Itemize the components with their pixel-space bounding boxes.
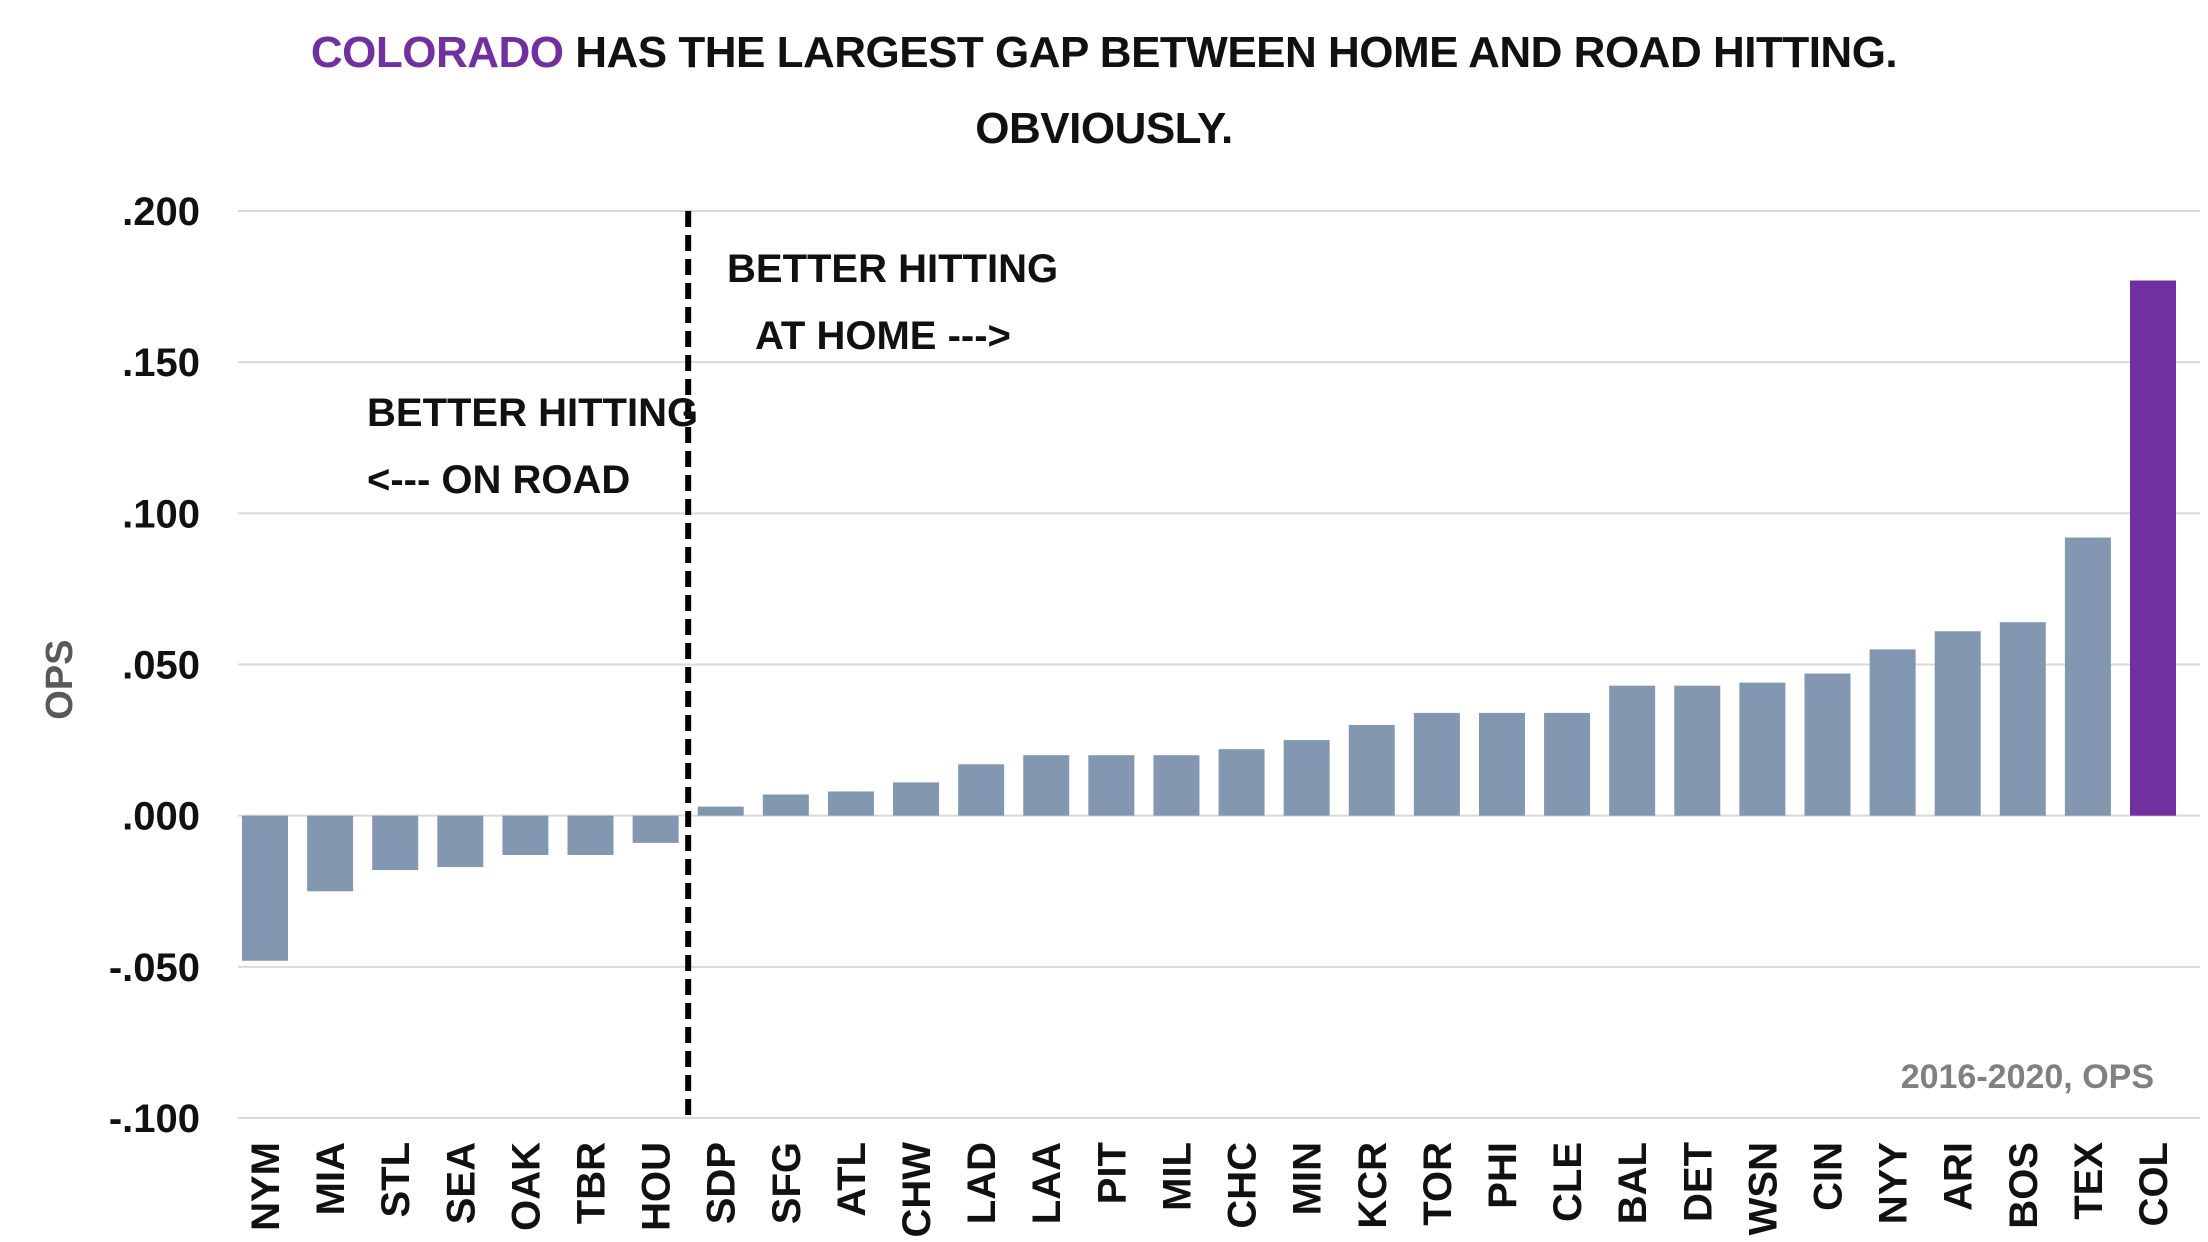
x-tick-label: CIN: [1806, 1142, 1850, 1211]
annotation-road-line-1: BETTER HITTING: [367, 391, 698, 435]
bar-tex: [2064, 537, 2111, 816]
bar-stl: [372, 815, 419, 871]
chart-title-line-1: COLORADO HAS THE LARGEST GAP BETWEEN HOM…: [0, 28, 2208, 78]
bar-tor: [1413, 712, 1460, 816]
bar-laa: [1023, 755, 1070, 816]
y-tick-labels: -.100 -.050 .000 .050 .100 .150 .200: [109, 190, 200, 1141]
y-tick-label: .200: [122, 190, 200, 234]
chart-title-rest: HAS THE LARGEST GAP BETWEEN HOME AND ROA…: [563, 28, 1898, 77]
bar-nyy: [1869, 649, 1916, 816]
x-tick-label: MIN: [1286, 1142, 1330, 1215]
bar-mia: [307, 815, 354, 892]
bar-phi: [1478, 712, 1525, 816]
x-tick-label: BOS: [2002, 1142, 2046, 1229]
bar-nym: [242, 815, 288, 961]
x-tick-label: CHW: [895, 1142, 939, 1238]
x-tick-label: MIL: [1155, 1142, 1199, 1211]
x-tick-label: PIT: [1090, 1142, 1134, 1204]
x-tick-label: SFG: [765, 1142, 809, 1224]
x-tick-label: LAA: [1025, 1142, 1069, 1224]
bar-kcr: [1348, 724, 1395, 816]
bars: [242, 280, 2176, 961]
bar-ari: [1934, 631, 1981, 816]
bar-mil: [1153, 755, 1200, 816]
source-note: 2016-2020, OPS: [1901, 1058, 2154, 1096]
bar-chw: [893, 782, 940, 816]
bar-chc: [1218, 749, 1265, 816]
x-tick-label: SDP: [700, 1142, 744, 1224]
y-axis-title: OPS: [39, 639, 81, 719]
x-tick-label: ATL: [830, 1142, 874, 1217]
x-tick-label: CHC: [1221, 1142, 1265, 1229]
y-tick-label: .150: [122, 341, 200, 385]
x-tick-label: TOR: [1416, 1142, 1460, 1226]
bar-cle: [1544, 712, 1591, 816]
x-tick-label: COL: [2132, 1142, 2176, 1226]
x-tick-label: WSN: [1741, 1142, 1785, 1235]
annotation-home-line-2: AT HOME --->: [755, 314, 1011, 358]
x-tick-label: DET: [1676, 1142, 1720, 1222]
x-tick-label: KCR: [1351, 1142, 1395, 1229]
bar-min: [1283, 740, 1330, 816]
x-tick-label: MIA: [309, 1142, 353, 1215]
y-tick-label: .100: [122, 492, 200, 536]
bar-det: [1674, 685, 1721, 816]
bar-sdp: [697, 806, 744, 816]
bar-tbr: [567, 815, 614, 855]
bar-col: [2130, 280, 2176, 816]
x-tick-label: NYM: [244, 1142, 288, 1231]
bar-cin: [1804, 673, 1851, 816]
x-tick-labels: NYM MIA STL SEA OAK TBR HOU SDP SFG ATL CHW LAD LAA P…: [244, 1142, 2176, 1238]
x-tick-label: SEA: [439, 1142, 483, 1224]
bar-hou: [632, 815, 679, 843]
bar-bal: [1609, 685, 1656, 816]
bar-oak: [502, 815, 549, 855]
x-tick-label: ARI: [1937, 1142, 1981, 1211]
x-tick-label: HOU: [635, 1142, 679, 1231]
x-tick-label: CLE: [1546, 1142, 1590, 1222]
x-tick-label: LAD: [960, 1142, 1004, 1224]
x-tick-label: STL: [374, 1142, 418, 1218]
bar-bos: [1999, 622, 2046, 816]
x-tick-label: TBR: [570, 1142, 614, 1224]
y-tick-label: .050: [122, 644, 200, 688]
chart-title-line-2: OBVIOUSLY.: [975, 104, 1233, 153]
bar-sfg: [762, 794, 809, 816]
y-tick-label: .000: [122, 795, 200, 839]
annotation-home-line-1: BETTER HITTING: [727, 247, 1058, 291]
annotation-road-line-2: <--- ON ROAD: [367, 458, 630, 502]
x-tick-label: BAL: [1611, 1142, 1655, 1224]
chart-title-highlight: COLORADO: [310, 28, 564, 77]
bar-wsn: [1739, 682, 1786, 816]
x-tick-label: NYY: [1872, 1142, 1916, 1225]
bar-pit: [1088, 755, 1135, 816]
bar-sea: [437, 815, 484, 868]
x-tick-label: TEX: [2067, 1142, 2111, 1220]
x-tick-label: OAK: [504, 1142, 548, 1231]
y-tick-label: -.050: [109, 946, 200, 990]
x-tick-label: PHI: [1481, 1142, 1525, 1209]
bar-lad: [958, 764, 1005, 816]
y-tick-label: -.100: [109, 1097, 200, 1141]
bar-atl: [827, 791, 874, 816]
